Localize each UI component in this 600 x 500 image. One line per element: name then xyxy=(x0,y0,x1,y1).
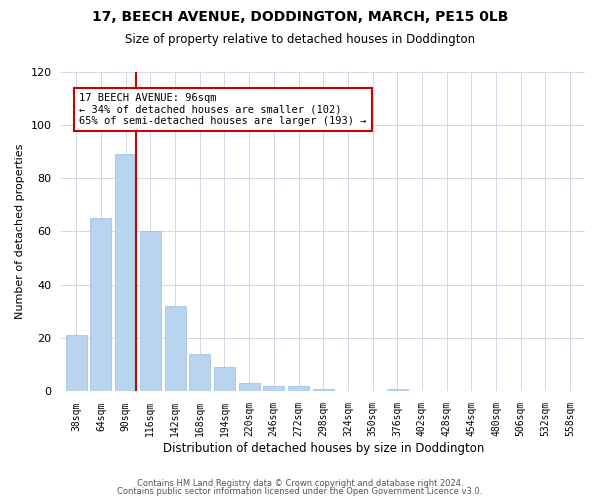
Bar xyxy=(164,306,185,392)
Bar xyxy=(263,386,284,392)
X-axis label: Distribution of detached houses by size in Doddington: Distribution of detached houses by size … xyxy=(163,442,484,455)
Text: 17 BEECH AVENUE: 96sqm
← 34% of detached houses are smaller (102)
65% of semi-de: 17 BEECH AVENUE: 96sqm ← 34% of detached… xyxy=(79,93,367,126)
Bar xyxy=(91,218,112,392)
Bar xyxy=(313,389,334,392)
Bar xyxy=(288,386,309,392)
Bar xyxy=(214,368,235,392)
Text: Contains public sector information licensed under the Open Government Licence v3: Contains public sector information licen… xyxy=(118,487,482,496)
Text: Size of property relative to detached houses in Doddington: Size of property relative to detached ho… xyxy=(125,32,475,46)
Text: 17, BEECH AVENUE, DODDINGTON, MARCH, PE15 0LB: 17, BEECH AVENUE, DODDINGTON, MARCH, PE1… xyxy=(92,10,508,24)
Bar xyxy=(66,336,87,392)
Bar xyxy=(387,389,408,392)
Bar xyxy=(239,384,260,392)
Bar xyxy=(115,154,136,392)
Bar xyxy=(189,354,210,392)
Bar xyxy=(140,232,161,392)
Text: Contains HM Land Registry data © Crown copyright and database right 2024.: Contains HM Land Registry data © Crown c… xyxy=(137,478,463,488)
Y-axis label: Number of detached properties: Number of detached properties xyxy=(15,144,25,319)
